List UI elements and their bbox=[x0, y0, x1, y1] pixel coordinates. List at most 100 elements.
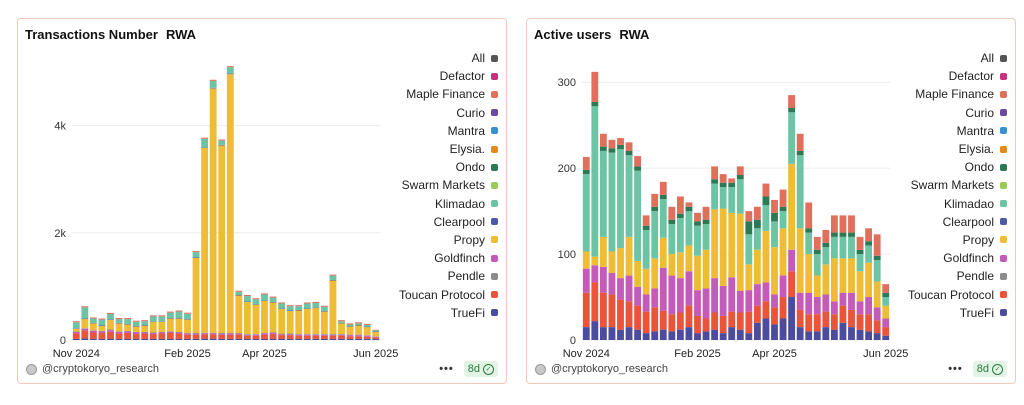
bar-goldfinch[interactable] bbox=[582, 268, 590, 293]
bar-maple-finance[interactable] bbox=[865, 228, 873, 242]
bar-pendle[interactable] bbox=[235, 333, 243, 334]
bar-propy[interactable] bbox=[694, 255, 701, 291]
bar-truefi[interactable] bbox=[694, 333, 701, 340]
bar-maple-finance[interactable] bbox=[582, 156, 590, 170]
bar-ondo[interactable] bbox=[813, 249, 821, 255]
bar-toucan-protocol[interactable] bbox=[591, 282, 599, 322]
bar-pendle[interactable] bbox=[166, 331, 174, 332]
bar-propy[interactable] bbox=[252, 304, 260, 335]
bar-propy[interactable] bbox=[329, 280, 337, 335]
bar-klimadao[interactable] bbox=[830, 236, 838, 259]
bar-clearpool[interactable] bbox=[355, 324, 363, 326]
bar-clearpool[interactable] bbox=[329, 279, 337, 281]
bar-ondo[interactable] bbox=[702, 219, 710, 224]
bar-goldfinch[interactable] bbox=[295, 334, 303, 336]
bar-klimadao[interactable] bbox=[753, 228, 761, 250]
bar-ondo[interactable] bbox=[830, 232, 838, 237]
bar-clearpool[interactable] bbox=[286, 310, 294, 312]
bar-toucan-protocol[interactable] bbox=[676, 312, 684, 330]
bar-klimadao[interactable] bbox=[115, 319, 123, 323]
bar-klimadao[interactable] bbox=[81, 307, 89, 319]
bar-goldfinch[interactable] bbox=[226, 333, 234, 335]
bar-goldfinch[interactable] bbox=[235, 333, 243, 335]
bar-maple-finance[interactable] bbox=[873, 234, 881, 256]
bar-goldfinch[interactable] bbox=[788, 249, 796, 272]
bar-maple-finance[interactable] bbox=[89, 317, 97, 319]
bar-goldfinch[interactable] bbox=[625, 275, 633, 302]
legend-item-pendle[interactable]: Pendle bbox=[877, 267, 1007, 285]
legend-item-mantra[interactable]: Mantra bbox=[368, 122, 498, 140]
legend-item-maple-finance[interactable]: Maple Finance bbox=[877, 85, 1007, 103]
bar-maple-finance[interactable] bbox=[599, 133, 607, 147]
bar-klimadao[interactable] bbox=[719, 187, 727, 209]
bar-maple-finance[interactable] bbox=[226, 66, 234, 68]
bar-clearpool[interactable] bbox=[201, 147, 209, 148]
bar-klimadao[interactable] bbox=[218, 140, 226, 145]
bar-ondo[interactable] bbox=[634, 166, 642, 171]
bar-klimadao[interactable] bbox=[355, 323, 363, 325]
bar-maple-finance[interactable] bbox=[762, 183, 770, 197]
bar-propy[interactable] bbox=[158, 321, 166, 332]
legend-item-pendle[interactable]: Pendle bbox=[368, 267, 498, 285]
bar-klimadao[interactable] bbox=[226, 67, 234, 74]
bar-goldfinch[interactable] bbox=[338, 334, 345, 336]
bar-goldfinch[interactable] bbox=[762, 282, 770, 302]
bar-toucan-protocol[interactable] bbox=[124, 333, 132, 339]
bar-propy[interactable] bbox=[166, 318, 174, 332]
bar-goldfinch[interactable] bbox=[107, 330, 114, 332]
legend-item-clearpool[interactable]: Clearpool bbox=[877, 213, 1007, 231]
bar-truefi[interactable] bbox=[149, 338, 157, 340]
bar-maple-finance[interactable] bbox=[261, 293, 268, 295]
bar-klimadao[interactable] bbox=[286, 306, 294, 311]
bar-goldfinch[interactable] bbox=[81, 328, 89, 331]
bar-clearpool[interactable] bbox=[141, 324, 149, 326]
bar-toucan-protocol[interactable] bbox=[788, 271, 796, 298]
bar-pendle[interactable] bbox=[372, 336, 380, 337]
legend-item-goldfinch[interactable]: Goldfinch bbox=[877, 249, 1007, 267]
bar-goldfinch[interactable] bbox=[218, 333, 226, 335]
bar-propy[interactable] bbox=[115, 323, 123, 332]
bar-truefi[interactable] bbox=[346, 338, 354, 340]
bar-truefi[interactable] bbox=[788, 297, 796, 340]
bar-goldfinch[interactable] bbox=[848, 292, 855, 310]
legend-item-elysia[interactable]: Elysia. bbox=[877, 140, 1007, 158]
bar-goldfinch[interactable] bbox=[736, 291, 744, 313]
bar-goldfinch[interactable] bbox=[115, 331, 123, 334]
bar-klimadao[interactable] bbox=[608, 152, 616, 252]
bar-toucan-protocol[interactable] bbox=[175, 333, 183, 339]
bar-truefi[interactable] bbox=[141, 338, 149, 340]
bar-toucan-protocol[interactable] bbox=[582, 292, 590, 328]
bar-maple-finance[interactable] bbox=[355, 322, 363, 324]
bar-truefi[interactable] bbox=[599, 327, 607, 340]
bar-propy[interactable] bbox=[372, 331, 380, 337]
bar-goldfinch[interactable] bbox=[372, 336, 380, 338]
bar-klimadao[interactable] bbox=[848, 236, 855, 259]
bar-goldfinch[interactable] bbox=[346, 335, 354, 337]
bar-goldfinch[interactable] bbox=[209, 333, 217, 335]
bar-truefi[interactable] bbox=[192, 338, 200, 340]
more-options-icon[interactable]: ••• bbox=[948, 363, 963, 375]
bar-propy[interactable] bbox=[617, 248, 624, 279]
bar-propy[interactable] bbox=[363, 327, 371, 336]
bar-propy[interactable] bbox=[719, 208, 727, 286]
bar-ondo[interactable] bbox=[651, 206, 659, 212]
bar-pendle[interactable] bbox=[295, 334, 303, 335]
bar-pendle[interactable] bbox=[278, 333, 286, 335]
bar-truefi[interactable] bbox=[865, 331, 873, 340]
bar-propy[interactable] bbox=[235, 295, 243, 334]
bar-toucan-protocol[interactable] bbox=[659, 310, 667, 330]
bar-propy[interactable] bbox=[98, 326, 106, 331]
bar-toucan-protocol[interactable] bbox=[372, 337, 380, 339]
bar-goldfinch[interactable] bbox=[192, 333, 200, 335]
bar-klimadao[interactable] bbox=[736, 179, 744, 214]
bar-ondo[interactable] bbox=[582, 169, 590, 175]
bar-truefi[interactable] bbox=[634, 329, 642, 340]
bar-maple-finance[interactable] bbox=[771, 199, 778, 213]
bar-toucan-protocol[interactable] bbox=[295, 335, 303, 339]
bar-propy[interactable] bbox=[346, 326, 354, 335]
bar-ondo[interactable] bbox=[882, 292, 890, 298]
bar-truefi[interactable] bbox=[591, 321, 599, 340]
bar-goldfinch[interactable] bbox=[286, 334, 294, 336]
bar-truefi[interactable] bbox=[753, 322, 761, 340]
bar-goldfinch[interactable] bbox=[355, 335, 363, 337]
